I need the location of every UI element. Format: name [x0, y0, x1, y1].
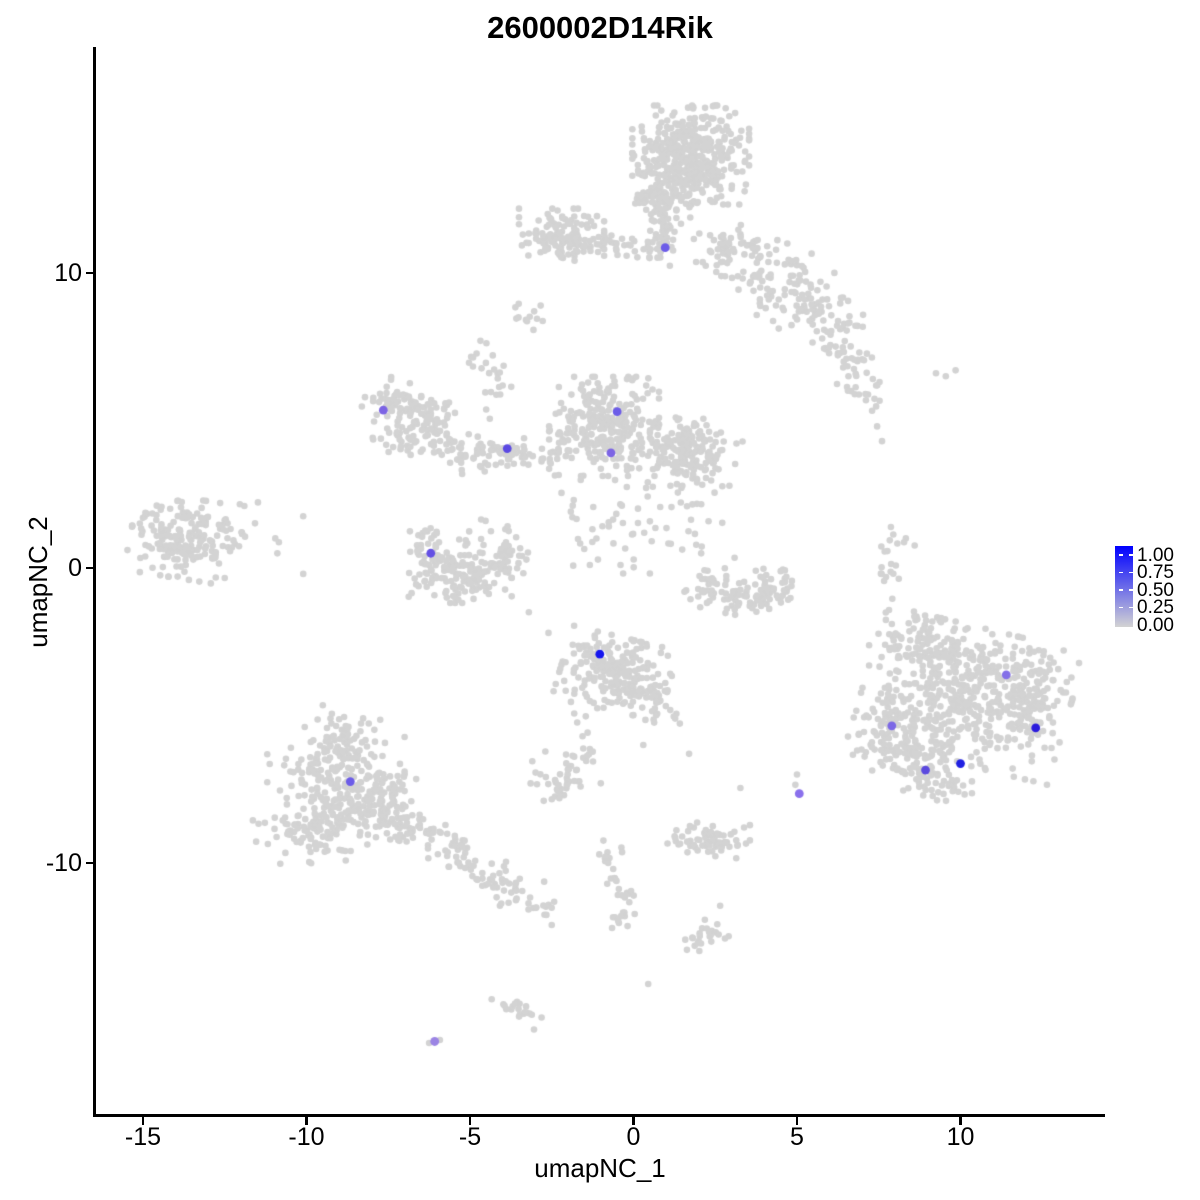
legend-tick-label: 0.50 [1137, 579, 1174, 601]
x-axis-title: umapNC_1 [534, 1153, 666, 1183]
legend-bar-tick [1129, 606, 1133, 609]
y-axis-line [93, 47, 96, 1117]
y-tick-mark [85, 861, 94, 865]
legend-bar-tick [1129, 571, 1133, 574]
x-axis-line [93, 1114, 1105, 1117]
y-axis-title: umapNC_2 [23, 516, 53, 648]
x-tick-mark [141, 1116, 145, 1125]
x-tick-mark [795, 1116, 799, 1125]
legend-bar-tick [1129, 589, 1133, 591]
legend-bar-tick [1119, 554, 1123, 556]
legend-bar-tick [1119, 589, 1123, 591]
x-tick-label: 10 [946, 1123, 975, 1151]
x-tick-label: 0 [626, 1123, 641, 1151]
x-tick-label: -10 [288, 1123, 325, 1151]
y-tick-label: 0 [68, 554, 82, 582]
plot-title: 2600002D14Rik [487, 10, 713, 45]
y-tick-mark [85, 566, 94, 570]
x-tick-label: -15 [124, 1123, 162, 1151]
legend-bar-tick [1119, 571, 1123, 574]
y-tick-label: 10 [54, 259, 82, 287]
y-tick-mark [85, 271, 94, 275]
x-tick-label: 5 [790, 1123, 804, 1151]
legend-tick-label: 1.00 [1137, 544, 1174, 566]
x-tick-mark [305, 1116, 308, 1125]
x-tick-mark [632, 1116, 635, 1125]
legend-tick-label: 0.75 [1137, 562, 1174, 583]
legend-bar-tick [1119, 606, 1123, 609]
legend-colorbar-gradient [1115, 546, 1133, 627]
x-tick-mark [959, 1116, 962, 1125]
x-tick-label: -5 [458, 1123, 482, 1151]
x-tick-mark [468, 1116, 472, 1125]
legend-tick-label: 0.25 [1137, 597, 1174, 618]
legend-bar-tick [1129, 554, 1133, 556]
y-tick-label: -10 [45, 849, 82, 877]
legend-tick-label: 0.00 [1137, 614, 1174, 636]
